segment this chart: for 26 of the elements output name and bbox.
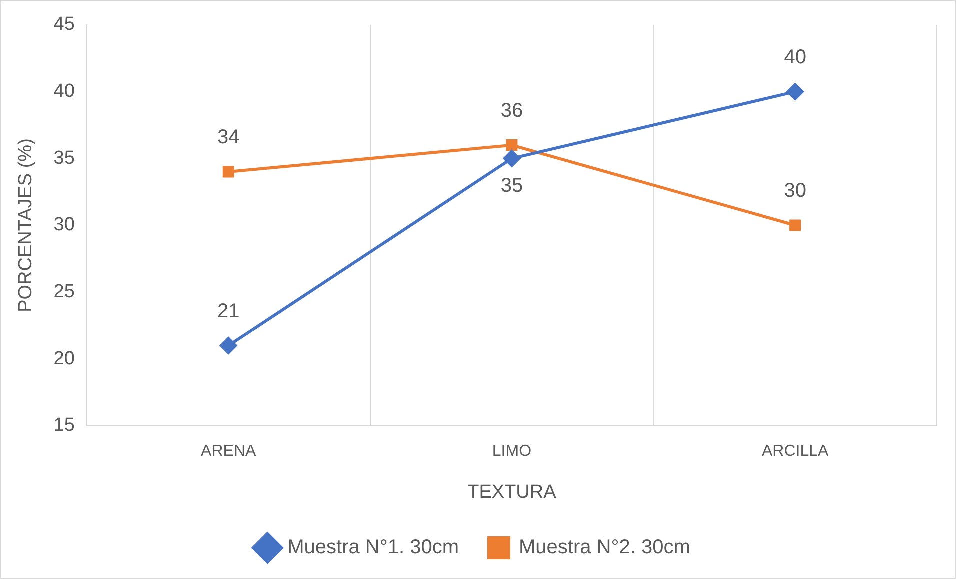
point [790, 220, 802, 232]
point [222, 166, 234, 178]
y-axis-title: PORCENTAJES (%) [16, 138, 37, 312]
y-tick-label: 30 [54, 214, 75, 236]
legend-label: Muestra N°2. 30cm [519, 536, 690, 559]
data-label: 30 [784, 180, 806, 202]
legend-label: Muestra N°1. 30cm [288, 536, 460, 559]
data-label: 34 [217, 126, 240, 149]
y-tick-label: 45 [54, 14, 75, 36]
y-tick-label: 20 [54, 348, 75, 370]
point [503, 150, 520, 168]
data-label: 40 [784, 46, 806, 68]
data-label: 35 [500, 175, 524, 198]
point [506, 140, 518, 152]
point [220, 337, 238, 354]
x-tick-label: ARENA [201, 443, 256, 460]
data-label: 36 [500, 100, 524, 122]
y-tick-label: 35 [54, 148, 75, 169]
point [786, 83, 804, 100]
y-tick-label: 15 [54, 415, 75, 436]
x-tick-label: LIMO [492, 443, 532, 460]
y-tick-label: 40 [54, 81, 75, 102]
x-tick-label: ARCILLA [762, 443, 829, 460]
x-axis-title: TEXTURA [468, 482, 557, 503]
data-label: 21 [217, 300, 240, 322]
y-tick-label: 25 [54, 282, 75, 303]
